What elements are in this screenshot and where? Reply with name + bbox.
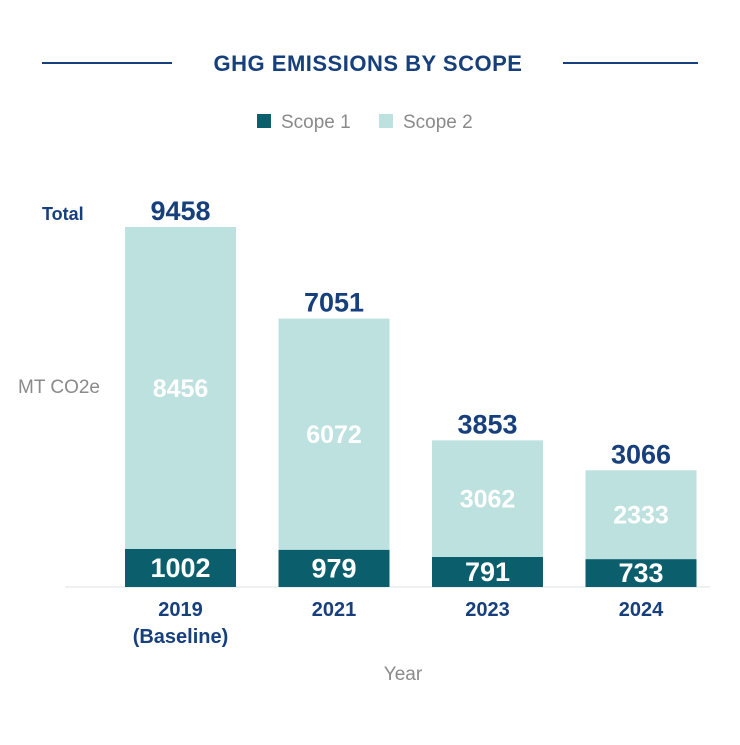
bar-segment-scope-2 (432, 440, 543, 557)
bar-segment-scope-2 (585, 470, 697, 560)
total-value-label: 3066 (611, 439, 671, 469)
segment-value-label: 979 (311, 553, 356, 583)
segment-value-label: 8456 (153, 375, 209, 403)
legend-label-scope-2: Scope 2 (403, 112, 473, 133)
legend: Scope 1 Scope 2 (257, 112, 473, 133)
bar-segment-scope-1 (432, 556, 543, 587)
x-tick-sublabel: (Baseline) (133, 626, 229, 648)
legend-swatch-scope-1 (257, 114, 271, 128)
segment-value-label: 2333 (613, 502, 669, 530)
bar-segment-scope-2 (278, 318, 390, 550)
total-label: Total (42, 204, 84, 224)
bar-segment-scope-1 (278, 549, 390, 587)
y-axis-label: MT CO2e (18, 377, 100, 398)
segment-value-label: 791 (465, 557, 510, 587)
x-tick-label: 2024 (619, 599, 664, 621)
x-tick-label: 2019 (158, 599, 203, 621)
segment-value-label: 1002 (150, 553, 210, 583)
x-tick-label: 2021 (312, 599, 357, 621)
total-value-label: 3853 (457, 409, 517, 439)
total-value-label: 9458 (150, 196, 210, 226)
bar-segment-scope-2 (125, 227, 236, 549)
x-tick-label: 2023 (465, 599, 510, 621)
x-axis-label: Year (384, 664, 423, 685)
bar-segment-scope-1 (585, 559, 697, 587)
chart-title: GHG EMISSIONS BY SCOPE (214, 51, 523, 76)
legend-label-scope-1: Scope 1 (281, 112, 351, 133)
segment-value-label: 6072 (306, 421, 362, 449)
bar-segment-scope-1 (125, 548, 236, 587)
total-value-label: 7051 (304, 288, 364, 318)
legend-swatch-scope-2 (379, 114, 393, 128)
segment-value-label: 3062 (460, 486, 516, 514)
segment-value-label: 733 (618, 558, 663, 588)
